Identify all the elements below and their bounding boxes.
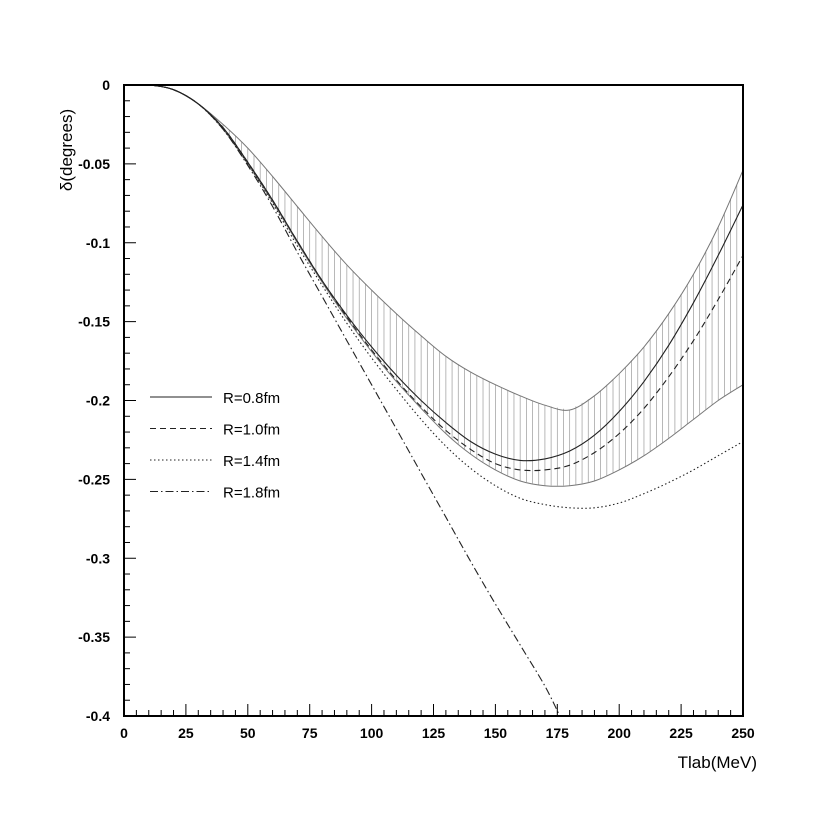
band-upper-edge <box>123 84 744 411</box>
x-tick-label: 125 <box>422 725 446 741</box>
band-lower-edge <box>123 84 744 487</box>
y-tick-label: -0.15 <box>78 314 110 330</box>
legend-label-2: R=1.0fm <box>223 422 280 439</box>
x-tick-label: 200 <box>608 725 632 741</box>
y-tick-label: -0.25 <box>78 471 110 487</box>
legend-label-1: R=0.8fm <box>223 390 280 407</box>
x-tick-label: 175 <box>546 725 570 741</box>
y-tick-labels: 0 -0.05 -0.1 -0.15 -0.2 -0.25 -0.3 -0.35 -0.4 <box>78 77 110 724</box>
plot-frame <box>123 84 744 717</box>
series-line-1 <box>123 84 744 462</box>
series-line-4 <box>123 84 561 717</box>
x-tick-label: 225 <box>669 725 693 741</box>
y-axis-title: δ(degrees) <box>57 109 76 191</box>
y-tick-label: -0.2 <box>86 393 110 409</box>
x-tick-labels: 0 25 50 75 100 125 150 175 200 225 250 <box>120 725 755 741</box>
legend: R=0.8fm R=1.0fm R=1.4fm R=1.8fm <box>150 390 280 502</box>
series-layer <box>123 84 744 717</box>
x-tick-label: 25 <box>178 725 194 741</box>
x-tick-label: 50 <box>240 725 256 741</box>
series-line-3 <box>123 84 744 509</box>
y-tick-label: -0.3 <box>86 550 110 566</box>
y-tick-label: 0 <box>102 77 110 93</box>
uncertainty-band <box>123 84 744 487</box>
legend-label-3: R=1.4fm <box>223 453 280 470</box>
y-tick-label: -0.1 <box>86 235 110 251</box>
y-tick-label: -0.05 <box>78 156 110 172</box>
x-tick-label: 0 <box>120 725 128 741</box>
x-tick-label: 75 <box>302 725 318 741</box>
x-axis-title: Tlab(MeV) <box>678 753 757 772</box>
y-tick-label: -0.4 <box>86 708 110 724</box>
y-tick-label: -0.35 <box>78 629 110 645</box>
x-tick-label: 250 <box>731 725 755 741</box>
legend-label-4: R=1.8fm <box>223 485 280 502</box>
series-line-2 <box>123 84 744 472</box>
x-tick-label: 150 <box>484 725 508 741</box>
x-tick-label: 100 <box>360 725 384 741</box>
